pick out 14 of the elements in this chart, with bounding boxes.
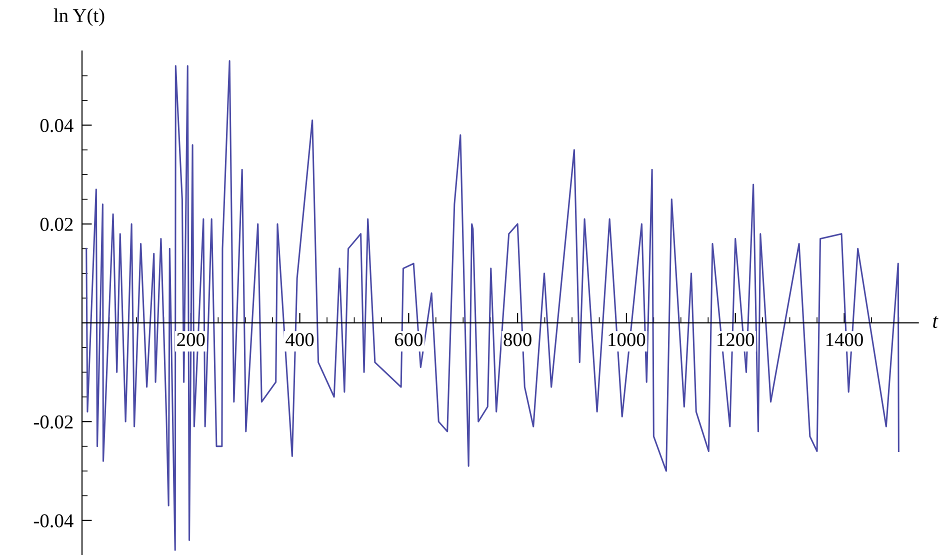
x-tick-label: 600 <box>394 333 423 346</box>
x-tick-label: 1200 <box>718 333 754 346</box>
y-tick-label: 0.04 <box>40 118 74 132</box>
x-tick-label: 1000 <box>608 333 646 346</box>
y-axis-title: ln Y(t) <box>54 8 104 26</box>
x-tick-label: 1400 <box>826 333 863 346</box>
y-tick-label: -0.02 <box>34 415 73 429</box>
y-tick-label: -0.04 <box>34 514 74 528</box>
x-tick-label: 400 <box>286 333 314 346</box>
x-axis-title: t <box>933 316 938 328</box>
x-tick-label: 800 <box>504 333 532 346</box>
line-series <box>86 60 900 551</box>
x-tick-label: 200 <box>177 333 205 346</box>
y-tick-label: 0.02 <box>40 218 73 232</box>
